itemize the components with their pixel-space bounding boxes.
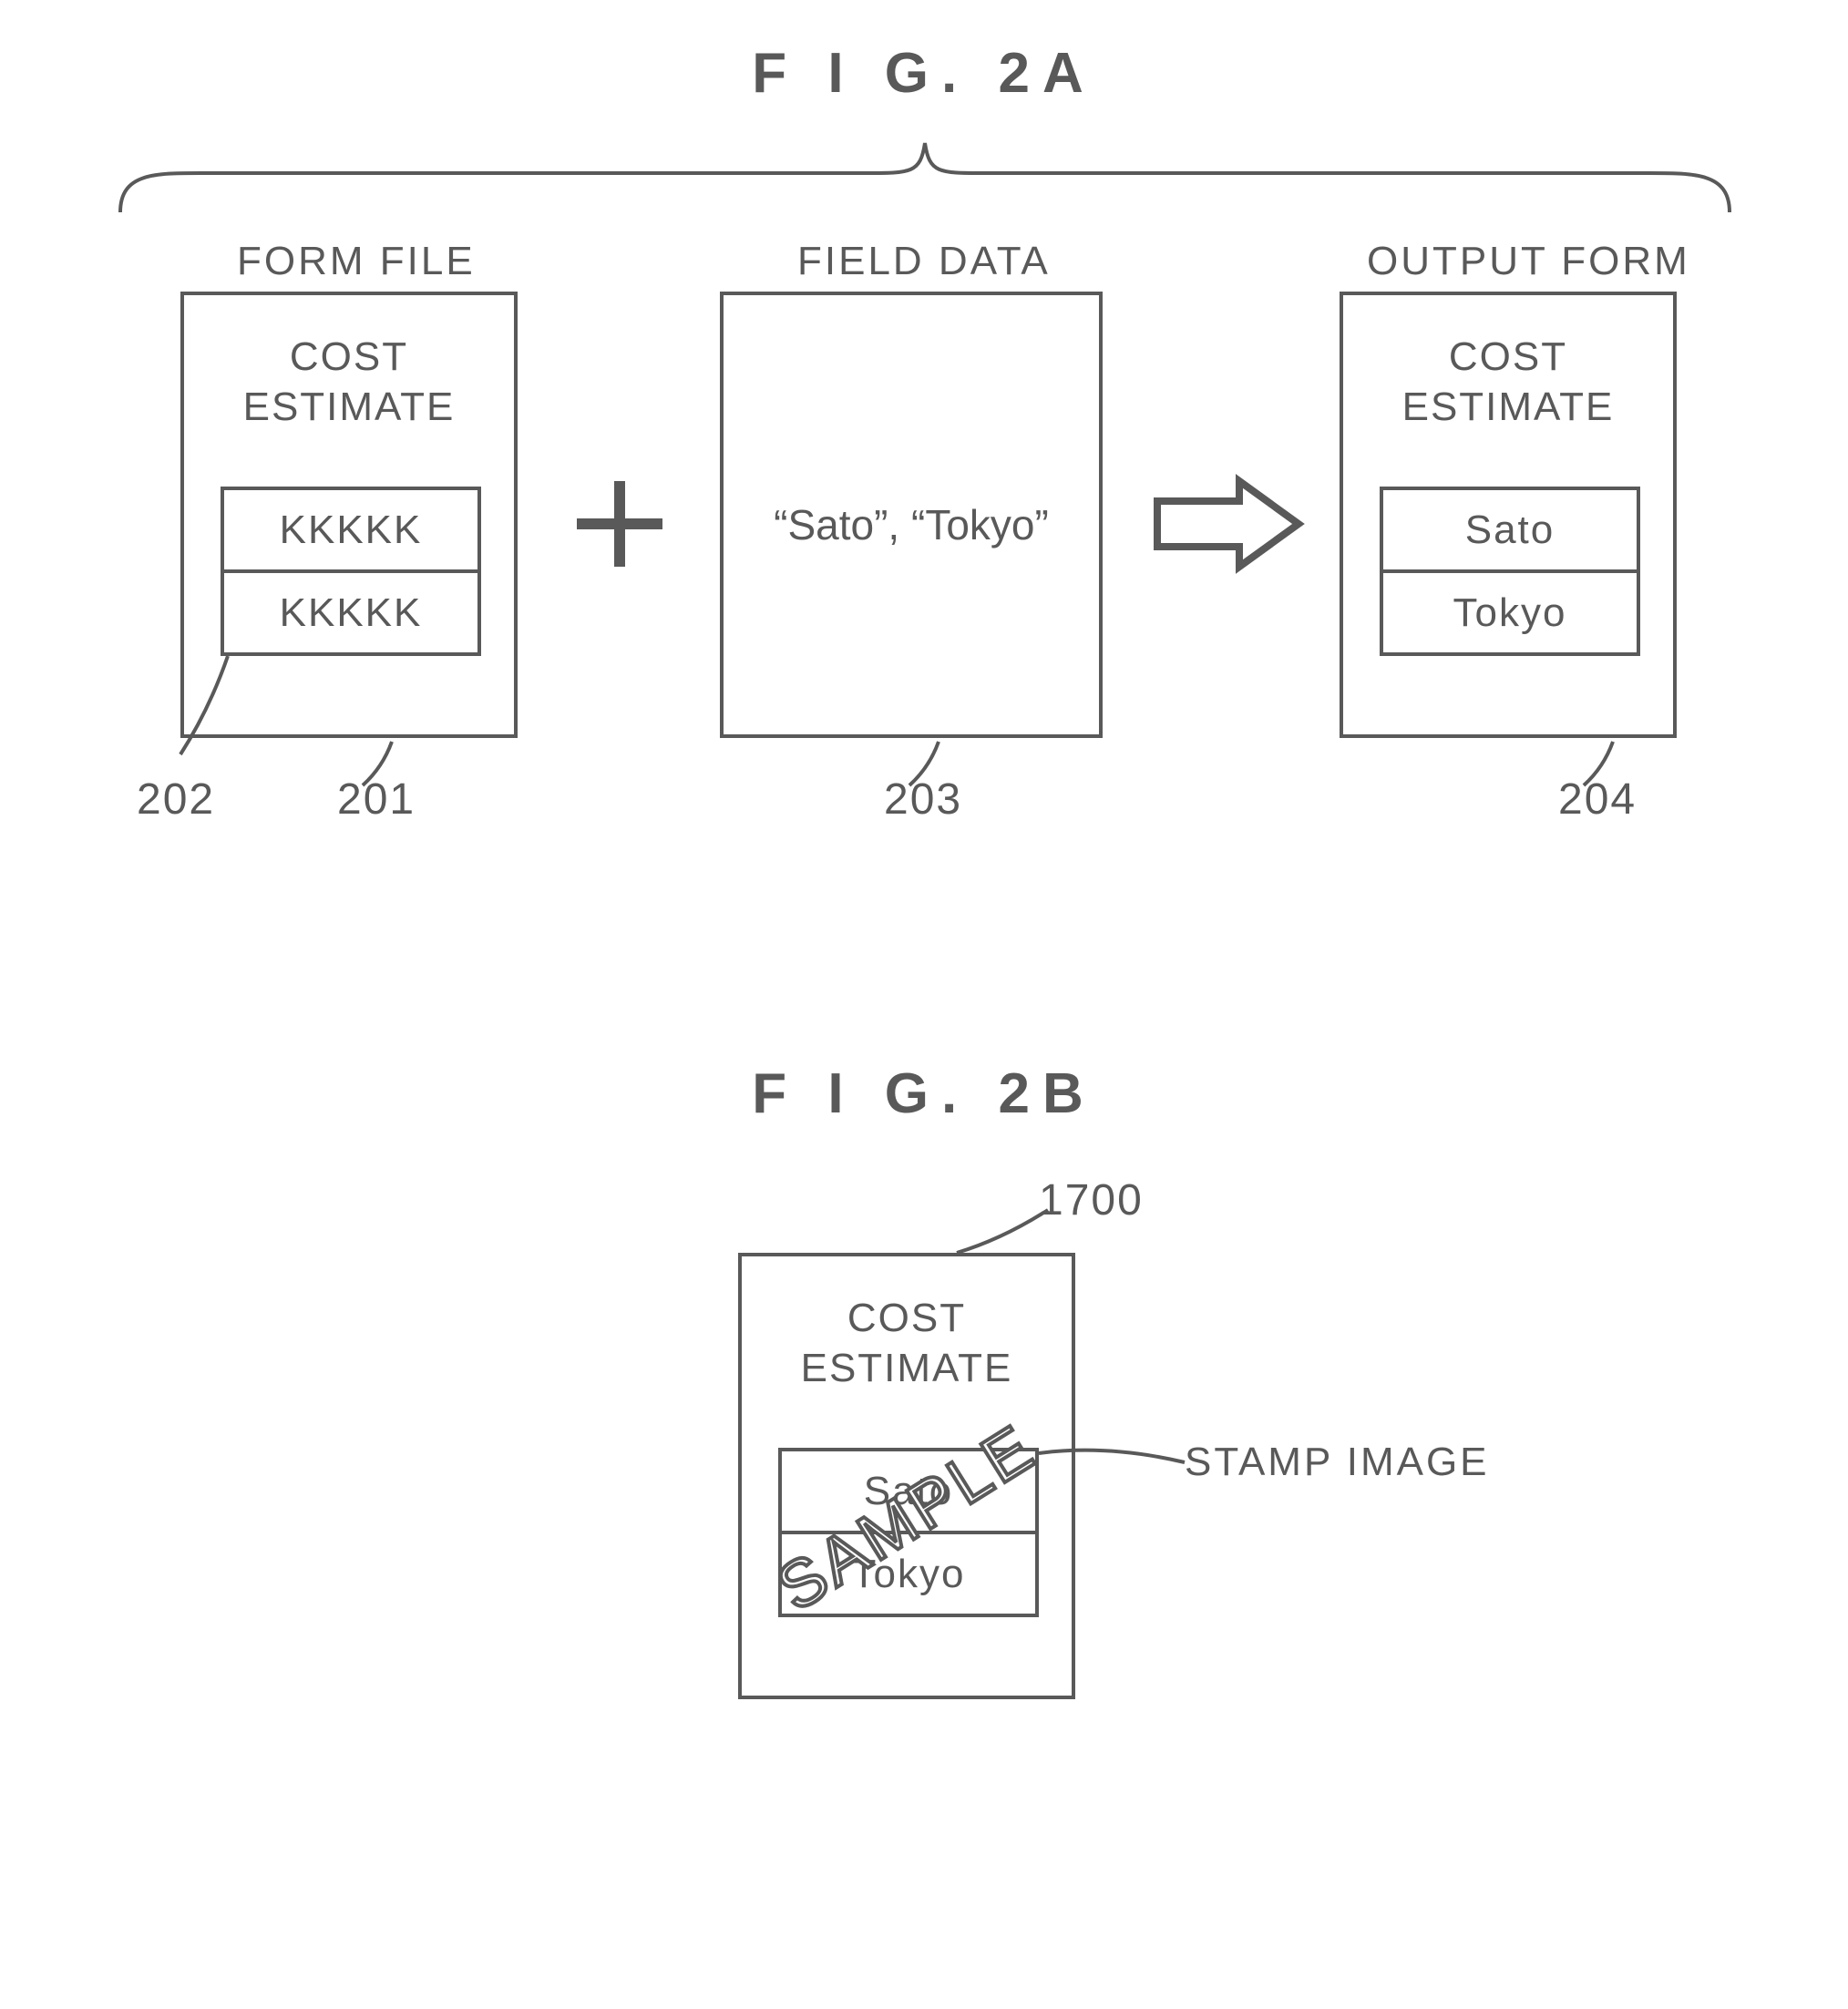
output-form-row-1: Sato [1380,487,1640,573]
leader-202 [173,654,282,773]
output-form-box: COST ESTIMATE Sato Tokyo [1340,292,1677,738]
field-data-label: FIELD DATA [797,239,1051,284]
output-form-box-title: COST ESTIMATE [1343,332,1673,432]
plus-icon [570,474,670,574]
ref-203: 203 [884,774,962,825]
output-form-row-2: Tokyo [1380,569,1640,656]
ref-204: 204 [1558,774,1637,825]
leader-stamp [1034,1435,1189,1490]
ref-201: 201 [337,774,416,825]
fig2b-box-title: COST ESTIMATE [742,1293,1072,1393]
ref-1700: 1700 [1039,1175,1144,1225]
figure-2b-title: F I G. 2B [0,1061,1848,1126]
form-file-placeholder-2: KKKKK [221,569,481,656]
form-file-placeholder-1: KKKKK [221,487,481,573]
field-data-box: “Sato”, “Tokyo” [720,292,1103,738]
output-form-label: OUTPUT FORM [1367,239,1690,284]
field-data-content: “Sato”, “Tokyo” [724,500,1099,549]
form-file-box-title: COST ESTIMATE [184,332,514,432]
figure-2a-title: F I G. 2A [0,41,1848,106]
figure-2a-brace [118,141,1731,214]
ref-202: 202 [137,774,215,825]
stamp-image-label: STAMP IMAGE [1185,1440,1490,1485]
arrow-icon [1153,474,1308,574]
form-file-label: FORM FILE [237,239,476,284]
